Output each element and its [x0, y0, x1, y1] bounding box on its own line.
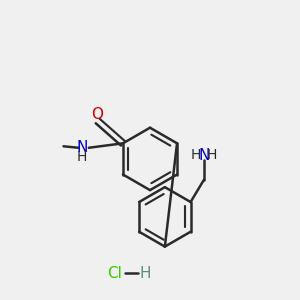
- Text: H: H: [190, 148, 201, 162]
- Text: N: N: [198, 148, 210, 163]
- Text: Cl: Cl: [107, 266, 122, 281]
- Text: H: H: [140, 266, 151, 281]
- Text: H: H: [207, 148, 217, 162]
- Text: N: N: [76, 140, 88, 155]
- Text: O: O: [91, 107, 103, 122]
- Text: H: H: [77, 150, 87, 164]
